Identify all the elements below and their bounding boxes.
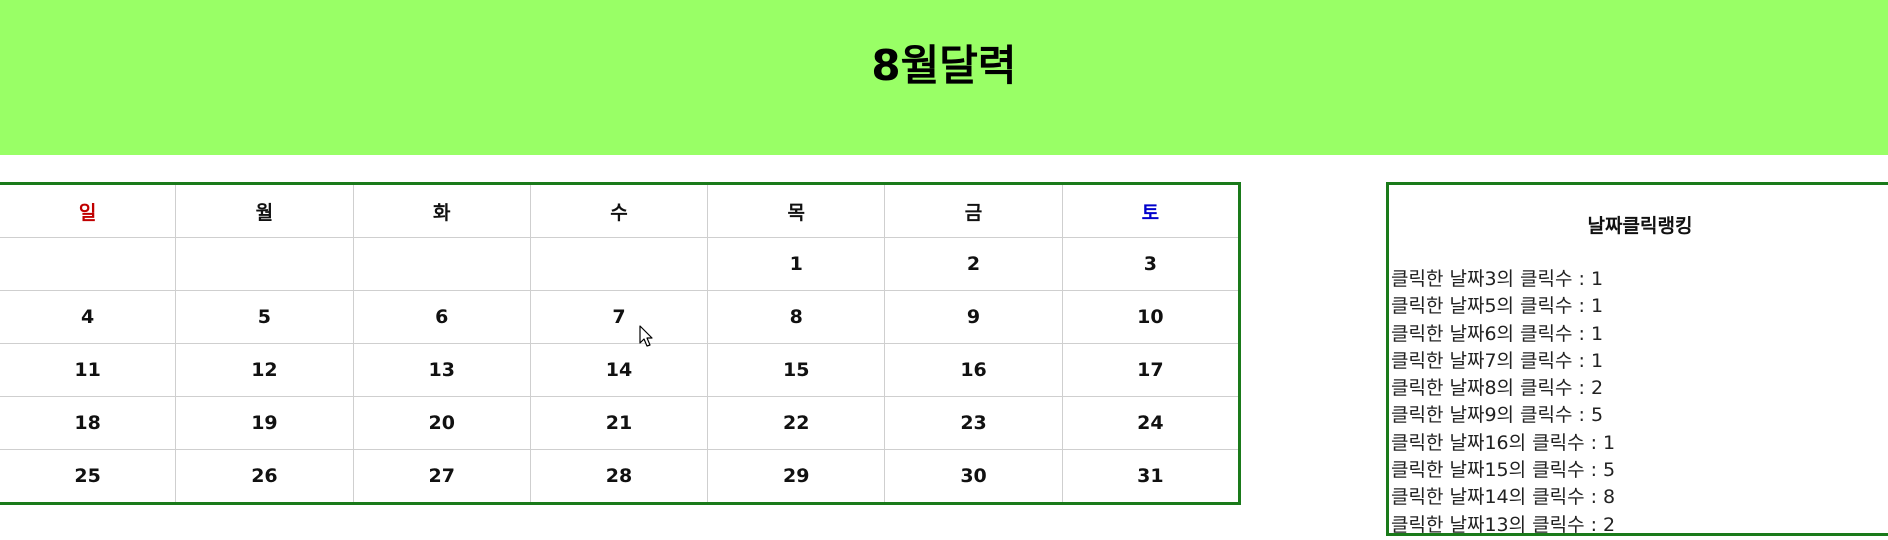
ranking-list-item: 클릭한 날짜14의 클릭수 : 8 [1391,486,1616,509]
ranking-list-item: 클릭한 날짜15의 클릭수 : 5 [1391,459,1616,482]
ranking-list-item: 클릭한 날짜3의 클릭수 : 1 [1391,268,1604,290]
calendar-day-cell[interactable]: 21 [529,396,709,450]
calendar-day-cell[interactable]: 13 [352,343,531,397]
ranking-title: 날짜클릭랭킹 [1587,215,1693,237]
calendar-day-cell[interactable]: 24 [1061,396,1241,450]
weekday-header-wednesday: 수 [529,183,709,238]
calendar-day-cell[interactable]: 20 [352,396,531,450]
calendar-day-cell-empty [0,237,177,291]
calendar-day-cell-empty [529,237,709,291]
calendar-day-cell-empty [175,237,354,291]
calendar-day-cell[interactable]: 18 [0,396,177,450]
click-ranking-panel: 날짜클릭랭킹 클릭한 날짜3의 클릭수 : 1 클릭한 날짜5의 클릭수 : 1… [1386,182,1888,536]
calendar-day-cell[interactable]: 23 [884,396,1063,450]
calendar-day-cell[interactable]: 5 [175,290,354,344]
weekday-header-row: 일 월 화 수 목 금 토 [0,183,1241,238]
calendar-week-row: 18 19 20 21 22 23 24 [0,396,1241,450]
calendar-day-cell[interactable]: 30 [884,449,1063,504]
weekday-header-tuesday: 화 [352,183,531,238]
page-title: 8월달력 [871,41,1017,90]
ranking-list-item: 클릭한 날짜5의 클릭수 : 1 [1391,295,1604,318]
calendar-day-cell[interactable]: 7 [529,290,709,344]
weekday-header-monday: 월 [175,183,354,238]
calendar-day-cell[interactable]: 26 [175,449,354,504]
calendar-day-cell[interactable]: 14 [529,343,709,397]
calendar-day-cell[interactable]: 15 [707,343,886,397]
calendar-day-cell[interactable]: 9 [884,290,1063,344]
weekday-header-saturday: 토 [1061,183,1241,238]
ranking-list-item: 클릭한 날짜16의 클릭수 : 1 [1391,431,1616,454]
calendar-day-cell[interactable]: 10 [1061,290,1241,344]
ranking-list-item: 클릭한 날짜7의 클릭수 : 1 [1391,349,1604,372]
calendar-week-row: 25 26 27 28 29 30 31 [0,449,1241,504]
ranking-list: 클릭한 날짜3의 클릭수 : 1 클릭한 날짜5의 클릭수 : 1 클릭한 날짜… [1391,266,1616,536]
calendar-day-cell[interactable]: 25 [0,449,177,504]
calendar-table: 일 월 화 수 목 금 토 1 2 3 4 5 6 7 8 9 10 [0,182,1241,505]
weekday-header-sunday: 일 [0,183,177,238]
calendar-day-cell[interactable]: 8 [707,290,886,344]
calendar-day-cell[interactable]: 29 [707,449,886,504]
calendar-day-cell[interactable]: 27 [352,449,531,504]
page-header: 8월달력 [0,0,1888,155]
calendar-day-cell[interactable]: 12 [175,343,354,397]
ranking-list-item: 클릭한 날짜8의 클릭수 : 2 [1391,377,1604,400]
ranking-list-item: 클릭한 날짜13의 클릭수 : 2 [1391,513,1616,536]
calendar-week-row: 4 5 6 7 8 9 10 [0,290,1241,344]
calendar-day-cell[interactable]: 4 [0,290,177,344]
calendar-day-cell[interactable]: 11 [0,343,177,397]
weekday-header-thursday: 목 [707,183,886,238]
calendar-day-cell[interactable]: 17 [1061,343,1241,397]
mouse-pointer-icon [639,325,653,347]
calendar-day-cell[interactable]: 19 [175,396,354,450]
calendar-day-cell[interactable]: 16 [884,343,1063,397]
calendar-day-cell[interactable]: 6 [352,290,531,344]
calendar-day-cell[interactable]: 28 [529,449,709,504]
weekday-header-friday: 금 [884,183,1063,238]
calendar-day-cell[interactable]: 2 [884,237,1063,291]
ranking-list-item: 클릭한 날짜6의 클릭수 : 1 [1391,322,1604,345]
calendar-day-cell[interactable]: 1 [707,237,886,291]
calendar-week-row: 1 2 3 [0,237,1241,291]
calendar-day-cell[interactable]: 31 [1061,449,1241,504]
ranking-list-item: 클릭한 날짜9의 클릭수 : 5 [1391,404,1604,427]
calendar-day-cell-empty [352,237,531,291]
calendar-day-cell[interactable]: 22 [707,396,886,450]
calendar-day-cell[interactable]: 3 [1061,237,1241,291]
calendar-week-row: 11 12 13 14 15 16 17 [0,343,1241,397]
